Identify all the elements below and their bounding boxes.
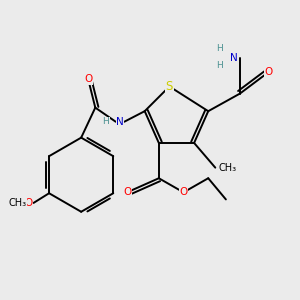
Text: O: O [264, 68, 272, 77]
Text: O: O [24, 198, 32, 208]
Text: H: H [216, 61, 223, 70]
Text: N: N [116, 117, 124, 127]
Text: O: O [123, 188, 131, 197]
Text: S: S [166, 80, 173, 93]
Text: O: O [179, 188, 188, 197]
Text: O: O [84, 74, 92, 84]
Text: H: H [216, 44, 223, 53]
Text: N: N [230, 53, 238, 63]
Text: CH₃: CH₃ [8, 198, 26, 208]
Text: CH₃: CH₃ [219, 163, 237, 172]
Text: H: H [103, 117, 109, 126]
